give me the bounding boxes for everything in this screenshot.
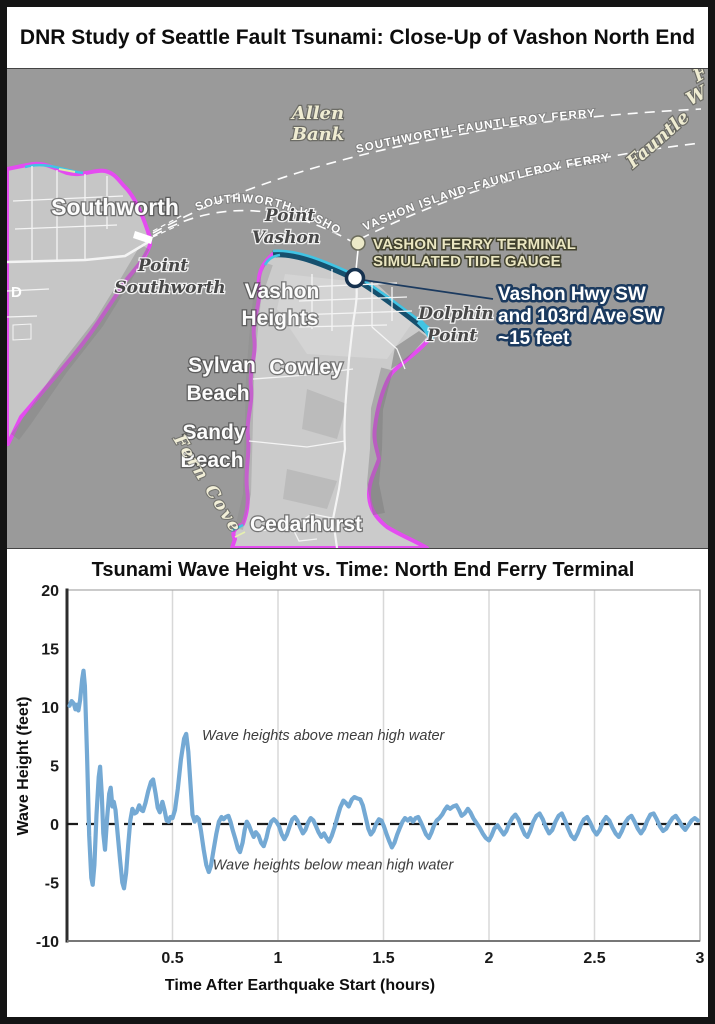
gauge-group: VASHON FERRY TERMINAL SIMULATED TIDE GAU…: [344, 235, 665, 352]
y-tick-label: 0: [50, 817, 59, 834]
label-southworth: Southworth: [51, 194, 179, 220]
label-cowley: Cowley: [269, 356, 343, 379]
label-road-fragment: D: [11, 284, 22, 301]
gauge-connector: [355, 249, 359, 271]
label-point-vashon-2: Vashon: [252, 228, 320, 248]
label-vashon-heights-2: Heights: [241, 307, 318, 330]
label-sandy-beach-1: Sandy: [182, 421, 245, 444]
label-dolphin-point-2: Point: [426, 326, 477, 346]
map-panel: SOUTHWORTH–FAUNTLEROY FERRY VASHON ISLAN…: [7, 68, 708, 549]
x-tick-label: 1.5: [372, 950, 394, 967]
callout-line-1: Vashon Hwy SW: [498, 284, 646, 305]
x-tick-label: 1: [274, 950, 283, 967]
y-tick-label: 15: [41, 642, 59, 659]
x-tick-labels: 0.5 1 1.5 2 2.5 3: [161, 950, 704, 967]
chart-annotation: Wave heights above mean high water: [202, 728, 446, 744]
ferry-routes: [152, 108, 702, 246]
chart-gridlines: [171, 590, 701, 941]
y-tick-label: 10: [41, 700, 59, 717]
route-southworth-vashon: [152, 209, 359, 246]
roads-southworth: [7, 166, 151, 341]
label-sylvan-beach-1: Sylvan: [188, 354, 256, 377]
title-bar: DNR Study of Seattle Fault Tsunami: Clos…: [7, 7, 708, 68]
map-place-labels: Allen Bank F W Southworth Point Southwor…: [11, 69, 708, 539]
chart-annotation: Wave heights below mean high water: [213, 858, 455, 874]
callout-line-2: and 103rd Ave SW: [498, 306, 662, 327]
label-sandy-beach-2: Beach: [180, 449, 243, 472]
y-tick-label: -10: [36, 934, 59, 951]
chart-annotations: Wave heights above mean high water Wave h…: [202, 728, 454, 874]
x-tick-label: 2: [485, 950, 494, 967]
y-tick-label: 20: [41, 583, 59, 600]
x-tick-label: 3: [696, 950, 705, 967]
southworth-dock: [133, 231, 153, 244]
wave-line: [67, 668, 700, 891]
roads-vashon: [248, 269, 413, 548]
label-point-southworth-1: Point: [137, 256, 188, 276]
chart-title: Tsunami Wave Height vs. Time: North End …: [92, 559, 635, 581]
label-sylvan-beach-2: Beach: [186, 382, 249, 405]
landmass-vashon: [230, 249, 434, 548]
label-point-vashon-1: Point: [264, 206, 315, 226]
label-vashon-heights-1: Vashon: [245, 280, 320, 303]
y-tick-labels: 20 15 10 5 0 -5 -10: [36, 583, 59, 951]
label-dolphin-point-1: Dolphin: [417, 304, 494, 324]
label-point-southworth-2: Southworth: [114, 278, 225, 298]
y-axis-title: Wave Height (feet): [15, 697, 32, 836]
route-vashon-fauntleroy: [359, 142, 702, 240]
label-allen-bank-2: Bank: [291, 124, 344, 145]
tide-gauge-marker: [344, 267, 366, 289]
gauge-label-2: SIMULATED TIDE GAUGE: [373, 253, 561, 270]
y-tick-label: -5: [45, 876, 59, 893]
label-allen-bank-1: Allen: [290, 103, 344, 124]
label-cedarhurst: Cedarhurst: [250, 513, 362, 536]
y-tick-label: 5: [50, 759, 59, 776]
callout-line-3: ~15 feet: [498, 328, 570, 349]
page-title: DNR Study of Seattle Fault Tsunami: Clos…: [19, 25, 696, 49]
gauge-label-1: VASHON FERRY TERMINAL: [373, 236, 576, 253]
x-axis-title: Time After Earthquake Start (hours): [165, 977, 435, 994]
wave-chart: 20 15 10 5 0 -5 -10 0.5 1 1.5 2 2.5 3 Wave heights …: [15, 559, 705, 994]
x-tick-label: 0.5: [161, 950, 183, 967]
callout-leader-line: [362, 279, 494, 300]
ferry-terminal-dot: [350, 235, 366, 251]
landmass-southworth: [7, 161, 153, 446]
x-tick-label: 2.5: [583, 950, 605, 967]
